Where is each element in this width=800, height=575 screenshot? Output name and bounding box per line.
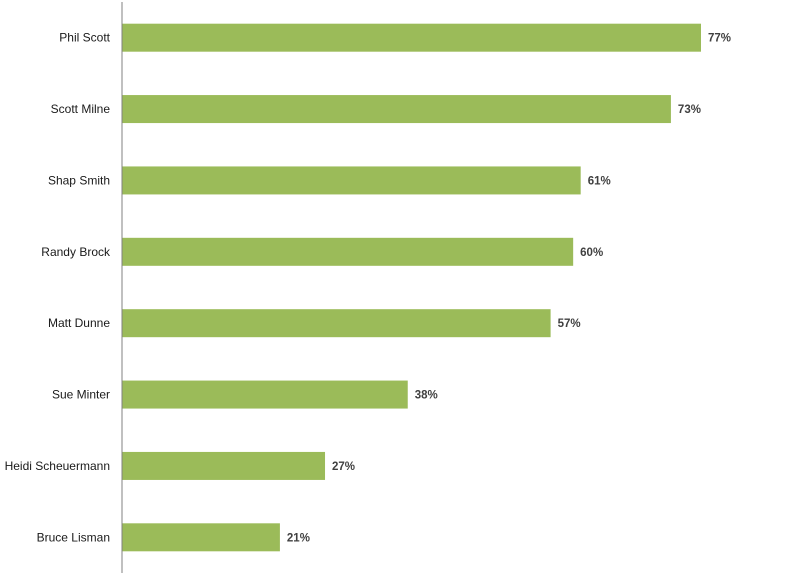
bar-shap-smith [122, 166, 581, 195]
value-label: 61% [588, 175, 611, 187]
bar-phil-scott [122, 23, 701, 52]
labels-group: Phil Scott 77% Scott Milne 73% Shap Smith 61%… [5, 31, 731, 545]
value-label: 73% [678, 104, 701, 116]
category-label: Heidi Scheuermann [5, 459, 110, 473]
category-label: Matt Dunne [48, 316, 110, 330]
category-label: Phil Scott [59, 31, 110, 45]
value-label: 38% [415, 390, 438, 402]
value-label: 57% [558, 318, 581, 330]
value-label: 27% [332, 461, 355, 473]
bars-group [122, 23, 701, 552]
category-label: Shap Smith [48, 173, 110, 187]
category-label: Bruce Lisman [37, 530, 110, 544]
value-label: 21% [287, 532, 310, 544]
category-label: Randy Brock [41, 245, 111, 259]
bar-scott-milne [122, 95, 671, 124]
bar-heidi-scheuermann [122, 451, 326, 480]
bar-matt-dunne [122, 309, 551, 338]
category-label: Sue Minter [52, 388, 110, 402]
value-label: 60% [580, 247, 603, 259]
bar-bruce-lisman [122, 523, 280, 552]
value-label: 77% [708, 33, 731, 45]
category-label: Scott Milne [51, 102, 111, 116]
bar-randy-brock [122, 237, 574, 266]
bar-sue-minter [122, 380, 408, 409]
